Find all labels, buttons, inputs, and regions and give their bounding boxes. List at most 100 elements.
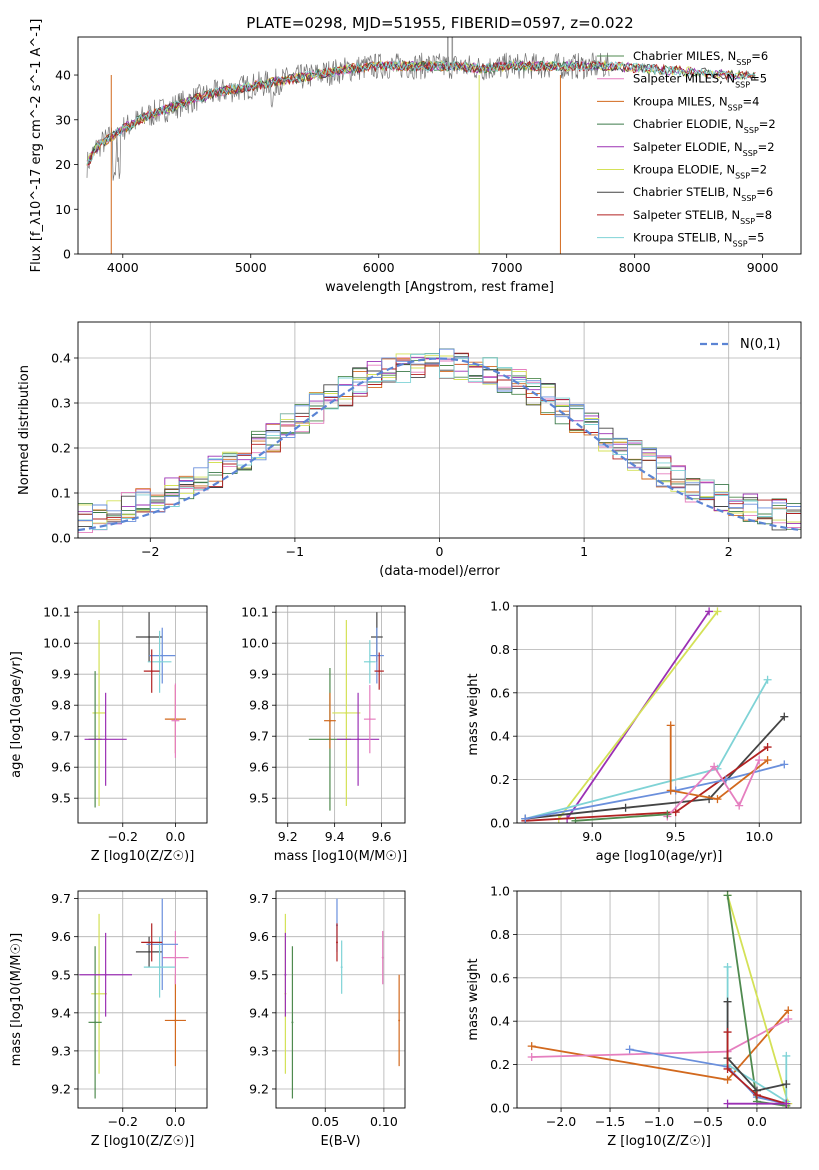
- spectrum-xtick-label: 7000: [491, 260, 523, 275]
- age-Z-point-0: [98, 711, 101, 714]
- weight-age-marker-7-2: [735, 801, 744, 810]
- mass-Z-point-5: [148, 950, 151, 953]
- age-mass-xtick-label: 9.4: [325, 829, 345, 844]
- weight-Z-ytick-label: 0.6: [490, 970, 510, 985]
- mass-EBV-xtick-label: 0.05: [311, 1114, 339, 1129]
- age-mass-xlabel: mass [log10(M/M☉)]: [274, 849, 407, 864]
- age-mass-point-0: [345, 711, 348, 714]
- mass-EBV-points: [284, 898, 401, 1099]
- age-mass-ytick-label: 9.9: [249, 667, 269, 682]
- age-Z-point-4: [174, 719, 177, 722]
- age-mass-xtick-label: 9.2: [278, 829, 298, 844]
- spectrum-ytick-label: 20: [55, 157, 71, 172]
- spectrum-xtick-label: 6000: [363, 260, 395, 275]
- weight-Z-marker-0-2: [784, 1006, 793, 1015]
- mass-Z-point-2: [104, 973, 107, 976]
- weight-age-series-6: [669, 725, 769, 801]
- mass-Z-ytick-label: 9.4: [51, 1005, 71, 1020]
- weight-Z-marker-6-0: [723, 997, 732, 1006]
- weight-age-ytick-label: 0.0: [490, 816, 510, 831]
- age-Z-point-5: [148, 636, 151, 638]
- age-Z-point-7: [158, 660, 161, 663]
- weight-age-ytick-label: 0.4: [490, 729, 510, 744]
- spectrum-legend: Chabrier MILES, NSSP=6 Salpeter MILES, NS…: [597, 49, 776, 248]
- mass-Z-frame: [77, 890, 208, 1109]
- mass-EBV-ytick-label: 9.7: [249, 891, 269, 906]
- weight-age-marker-8-0: [571, 816, 580, 823]
- mass-EBV-xtick-label: 0.10: [370, 1114, 398, 1129]
- residuals-ytick-label: 0.1: [51, 486, 71, 501]
- weight-Z-marker-8-1: [782, 1099, 791, 1108]
- weight-Z-marker-0-0: [527, 1042, 536, 1051]
- residuals-ytick-label: 0.0: [51, 531, 71, 546]
- legend-entry-4: Salpeter ELODIE, NSSP=2: [633, 140, 775, 158]
- residual-hist-8: [78, 353, 801, 530]
- age-Z-xtick-label: 0.0: [165, 829, 185, 844]
- weight-age-frame: [516, 605, 802, 824]
- mass-EBV-ytick-label: 9.6: [249, 929, 269, 944]
- age-mass-ytick-label: 9.8: [249, 698, 269, 713]
- weight-age-marker-1-1: [713, 607, 722, 616]
- normal-curve: [78, 357, 801, 532]
- weight-age-marker-3-3: [780, 712, 789, 721]
- legend-entry-8: Kroupa STELIB, NSSP=5: [633, 231, 764, 249]
- age-Z-ytick-label: 9.9: [51, 667, 71, 682]
- age-mass-point-2: [357, 738, 360, 741]
- mass-Z-ytick-label: 9.2: [51, 1081, 71, 1096]
- age-Z-frame: [77, 605, 208, 824]
- residuals-xtick-label: 0: [436, 544, 444, 559]
- weight-Z-axes: −2.0 −1.5 −1.0 −0.5 0.0 0.0 0.2 0.4 0.6 0.8 1.0: [490, 884, 801, 1129]
- mass-Z-xlabel: Z [log10(Z/Z☉)]: [91, 1134, 195, 1149]
- spectrum-lines: [86, 37, 756, 254]
- mass-EBV-point-7: [335, 941, 338, 944]
- age-Z-xtick-label: −0.2: [108, 829, 138, 844]
- mass-EBV-ytick-label: 9.2: [249, 1081, 269, 1096]
- spectrum-ylabel: Flux [f_λ10^-17 erg cm^-2 s^-1 A^-1]: [29, 19, 44, 273]
- weight-Z-lines: [527, 891, 793, 1108]
- residual-legend-label: N(0,1): [740, 337, 781, 352]
- weight-Z-frame: [516, 890, 802, 1109]
- age-Z-ytick-label: 10.1: [43, 605, 71, 620]
- weight-age-series-3: [525, 716, 785, 820]
- age-mass-ytick-label: 10.0: [241, 636, 269, 651]
- mass-EBV-point-3: [398, 1019, 401, 1022]
- spectrum-ytick-label: 40: [55, 68, 71, 83]
- weight-Z-marker-2-0: [625, 1045, 634, 1054]
- residuals-xtick-label: −1: [286, 544, 304, 559]
- weight-Z-marker-4-0: [723, 891, 732, 900]
- weight-age-marker-2-2: [763, 675, 772, 684]
- weight-age-marker-6-0: [666, 721, 675, 730]
- age-mass-ytick-label: 10.1: [241, 605, 269, 620]
- mass-Z-point-8: [150, 941, 153, 944]
- age-mass-xtick-label: 9.6: [372, 829, 392, 844]
- spectrum-xlabel: wavelength [Angstrom, rest frame]: [325, 280, 554, 295]
- age-mass-point-3: [328, 719, 331, 722]
- legend-entry-6: Chabrier STELIB, NSSP=6: [633, 185, 773, 203]
- weight-age-marker-3-1: [621, 803, 630, 812]
- figure-title: PLATE=0298, MJD=51955, FIBERID=0597, z=0…: [246, 14, 633, 32]
- spectrum-ytick-label: 0: [63, 247, 71, 262]
- weight-Z-ytick-label: 1.0: [490, 884, 510, 899]
- mass-Z-ytick-label: 9.7: [51, 891, 71, 906]
- mass-Z-ylabel: mass [log10(M/M☉)]: [9, 933, 24, 1066]
- legend-entry-3: Chabrier ELODIE, NSSP=2: [633, 117, 776, 135]
- weight-age-series-5: [525, 763, 785, 820]
- residuals-ytick-label: 0.3: [51, 396, 71, 411]
- mass-EBV-axes: 0.05 0.10 9.2 9.3 9.4 9.5 9.6 9.7: [249, 891, 405, 1129]
- weight-Z-ylabel: mass weight: [466, 958, 481, 1040]
- spectrum-model-6: [86, 60, 756, 165]
- weight-Z-marker-1-0: [527, 1053, 536, 1062]
- age-mass-frame: [275, 605, 406, 824]
- weight-age-series-8: [575, 813, 668, 822]
- mass-EBV-point-1: [291, 1021, 294, 1024]
- legend-entry-7: Salpeter STELIB, NSSP=8: [633, 208, 772, 226]
- age-Z-xlabel: Z [log10(Z/Z☉)]: [91, 849, 195, 864]
- residual-hist: [78, 348, 801, 535]
- weight-age-marker-6-2: [713, 795, 722, 804]
- weight-age-xtick-label: 9.5: [666, 829, 686, 844]
- spectrum-ytick-label: 30: [55, 112, 71, 127]
- mass-Z-point-7: [158, 966, 161, 969]
- weight-age-ytick-label: 0.6: [490, 685, 510, 700]
